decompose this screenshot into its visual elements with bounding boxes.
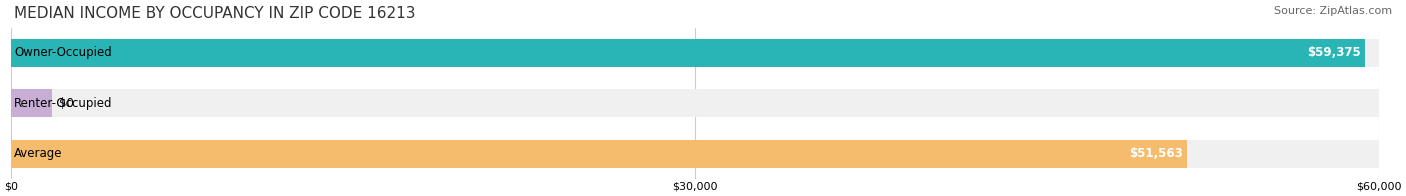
Bar [11, 90, 52, 117]
Text: MEDIAN INCOME BY OCCUPANCY IN ZIP CODE 16213: MEDIAN INCOME BY OCCUPANCY IN ZIP CODE 1… [14, 6, 416, 21]
Bar [11, 39, 1379, 67]
Text: $51,563: $51,563 [1129, 147, 1182, 160]
Text: Renter-Occupied: Renter-Occupied [14, 97, 112, 110]
Text: Average: Average [14, 147, 62, 160]
Bar [11, 90, 1379, 117]
Text: Owner-Occupied: Owner-Occupied [14, 46, 111, 59]
Text: Source: ZipAtlas.com: Source: ZipAtlas.com [1274, 6, 1392, 16]
Bar [11, 39, 1365, 67]
Bar [11, 140, 1187, 168]
Text: $59,375: $59,375 [1308, 46, 1361, 59]
Bar [11, 140, 1379, 168]
Text: $0: $0 [59, 97, 75, 110]
